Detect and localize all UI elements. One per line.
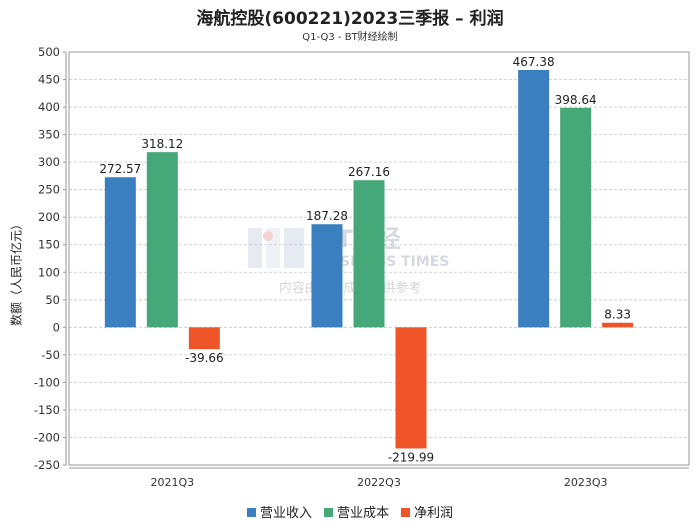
watermark: BT财经 BUSINESS TIMES 内容由AI生成，仅供参考 <box>248 225 449 296</box>
data-label: 318.12 <box>141 137 183 151</box>
legend-swatch <box>323 508 333 517</box>
x-tick-label: 2022Q3 <box>357 476 401 489</box>
data-label: 272.57 <box>99 162 141 176</box>
chart-subtitle: Q1-Q3 - BT财经绘制 <box>302 32 398 43</box>
y-tick-label: -50 <box>41 348 60 362</box>
data-label: -219.99 <box>388 450 434 464</box>
y-tick-label: 0 <box>53 320 60 334</box>
bar <box>311 224 343 328</box>
watermark-logo-block-3 <box>284 228 304 268</box>
legend-swatch <box>401 508 410 517</box>
bar <box>395 327 427 449</box>
legend-label: 营业成本 <box>336 506 389 521</box>
data-label: 187.28 <box>306 209 348 223</box>
x-tick-label: 2023Q3 <box>564 476 608 489</box>
legend-item: 营业收入 <box>246 502 312 521</box>
y-tick-label: 450 <box>38 73 60 87</box>
bar <box>560 107 592 328</box>
y-tick-label: -100 <box>34 375 60 389</box>
bar <box>353 180 385 328</box>
y-tick-label: 300 <box>38 155 60 169</box>
x-tick-label: 2021Q3 <box>151 476 195 489</box>
y-tick-label: 250 <box>38 183 60 197</box>
bar <box>104 177 136 328</box>
legend-label: 净利润 <box>414 506 454 521</box>
watermark-note: 内容由AI生成，仅供参考 <box>279 280 422 296</box>
bar <box>518 69 550 328</box>
data-label: 467.38 <box>513 55 555 69</box>
axes: -250 -200 -150 -100 -50 0 50 100 150 200 250 300 350… <box>34 45 690 489</box>
y-tick-label: -200 <box>34 430 60 444</box>
bar <box>188 327 220 350</box>
bar <box>602 322 634 328</box>
data-label: 8.33 <box>604 308 631 322</box>
y-tick-label: -250 <box>34 458 60 472</box>
legend-label: 营业收入 <box>259 506 312 521</box>
chart-title: 海航控股(600221)2023三季报 – 利润 <box>196 9 504 29</box>
data-label: 398.64 <box>555 93 597 107</box>
legend: 营业收入 营业成本 净利润 <box>0 502 700 521</box>
watermark-logo-block-1 <box>248 228 262 268</box>
watermark-logo-block-2 <box>266 228 280 268</box>
y-tick-label: 350 <box>38 128 60 142</box>
legend-swatch <box>246 508 256 517</box>
legend-item: 净利润 <box>401 502 453 521</box>
y-tick-label: 100 <box>38 265 60 279</box>
y-tick-label: 200 <box>38 210 60 224</box>
plot-frame <box>68 51 690 466</box>
watermark-logo-dot <box>263 231 273 241</box>
y-tick-label: 500 <box>38 45 60 59</box>
data-label: 267.16 <box>348 165 390 179</box>
y-tick-label: -150 <box>34 403 60 417</box>
y-tick-label: 150 <box>38 238 60 252</box>
data-label: -39.66 <box>185 351 224 365</box>
bar <box>146 152 178 328</box>
legend-item: 营业成本 <box>323 502 389 521</box>
y-tick-label: 50 <box>45 293 60 307</box>
y-tick-label: 400 <box>38 100 60 114</box>
